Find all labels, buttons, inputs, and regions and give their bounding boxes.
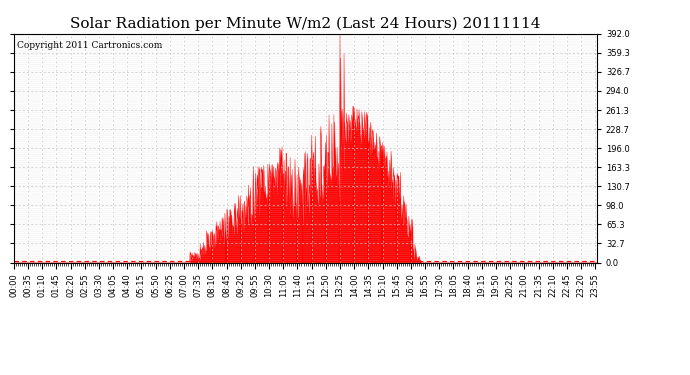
- Text: Copyright 2011 Cartronics.com: Copyright 2011 Cartronics.com: [17, 40, 162, 50]
- Title: Solar Radiation per Minute W/m2 (Last 24 Hours) 20111114: Solar Radiation per Minute W/m2 (Last 24…: [70, 17, 540, 31]
